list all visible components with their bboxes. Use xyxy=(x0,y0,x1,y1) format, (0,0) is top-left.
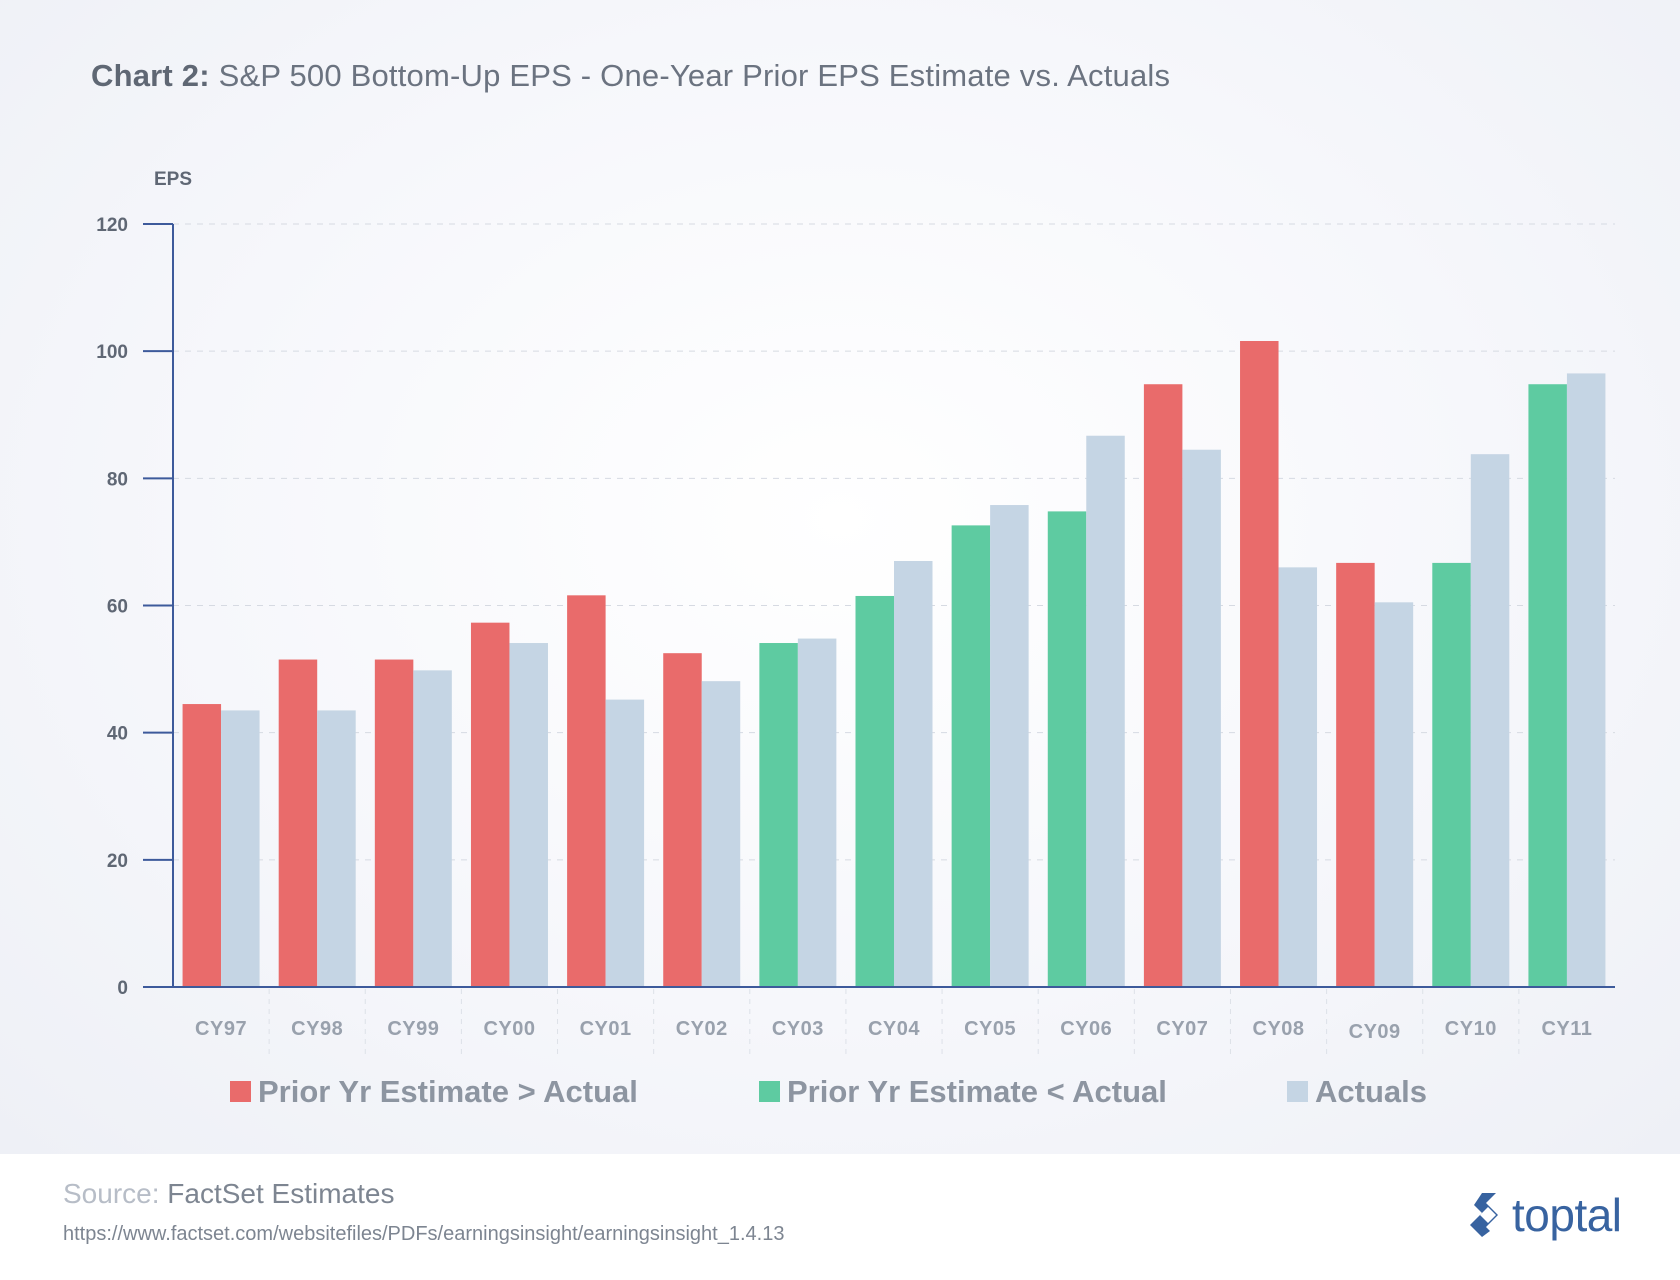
bar-actual-cy11 xyxy=(1566,373,1606,987)
x-tick-label: CY10 xyxy=(1445,1018,1497,1040)
bar-actual-cy03 xyxy=(797,638,837,987)
x-tick-label: CY97 xyxy=(195,1018,247,1040)
x-tick-label: CY01 xyxy=(580,1018,632,1040)
bar-estimate-cy06 xyxy=(1047,511,1087,987)
bar-actual-cy01 xyxy=(605,699,645,987)
source-url: https://www.factset.com/websitefiles/PDF… xyxy=(63,1223,785,1245)
bar-estimate-cy01 xyxy=(567,595,606,987)
legend-label: Prior Yr Estimate > Actual xyxy=(258,1074,638,1109)
source-note: Source: FactSet Estimates xyxy=(63,1178,394,1210)
bar-estimate-cy98 xyxy=(278,659,318,987)
bar-estimate-cy07 xyxy=(1143,384,1183,988)
bar-estimate-cy00 xyxy=(470,622,510,987)
bar-estimate-cy10 xyxy=(1432,562,1471,987)
bar-actual-cy02 xyxy=(701,681,741,987)
bar-actual-cy06 xyxy=(1086,435,1125,987)
y-tick-label: 80 xyxy=(107,469,128,490)
legend-swatch xyxy=(759,1081,780,1102)
bar-estimate-cy97 xyxy=(182,704,222,987)
y-tick-label: 40 xyxy=(107,724,128,745)
x-tick-label: CY02 xyxy=(676,1018,728,1040)
bar-actual-cy97 xyxy=(221,710,260,987)
x-tick-label: CY08 xyxy=(1253,1018,1305,1040)
x-tick-label: CY05 xyxy=(964,1018,1016,1040)
x-tick-label: CY04 xyxy=(868,1018,920,1040)
bar-actual-cy98 xyxy=(317,710,356,987)
axes: EPS 0 20 40 60 80 100 120 xyxy=(96,169,1615,999)
bar-actual-cy09 xyxy=(1374,602,1414,987)
bar-actual-cy07 xyxy=(1182,449,1221,987)
legend-label: Prior Yr Estimate < Actual xyxy=(787,1074,1167,1109)
bar-estimate-cy03 xyxy=(759,643,798,987)
legend-label: Actuals xyxy=(1315,1074,1427,1109)
toptal-logo: toptal xyxy=(1468,1189,1622,1241)
bar-actual-cy05 xyxy=(990,505,1029,987)
y-tick-label: 120 xyxy=(96,215,128,236)
chart-title: Chart 2: S&P 500 Bottom-Up EPS - One-Yea… xyxy=(91,58,1170,94)
x-tick-label: CY98 xyxy=(291,1018,343,1040)
bar-actual-cy04 xyxy=(894,560,933,987)
x-tick-label: CY03 xyxy=(772,1018,824,1040)
y-tick-label: 60 xyxy=(107,597,128,618)
bar-actual-cy08 xyxy=(1278,567,1318,987)
bar-estimate-cy08 xyxy=(1240,340,1279,987)
y-tick-label: 100 xyxy=(96,342,128,363)
y-axis-label: EPS xyxy=(154,169,192,190)
bar-estimate-cy09 xyxy=(1336,562,1375,987)
bar-actual-cy99 xyxy=(413,670,452,987)
logo-text: toptal xyxy=(1512,1189,1622,1241)
legend-swatch xyxy=(1287,1081,1308,1102)
source-text: FactSet Estimates xyxy=(167,1178,395,1209)
y-tick-label: 0 xyxy=(117,978,128,999)
bar-actual-cy00 xyxy=(509,643,548,987)
legend: Prior Yr Estimate > Actual Prior Yr Estim… xyxy=(230,1074,1427,1109)
x-tick-label: CY09 xyxy=(1349,1021,1401,1043)
chart-panel: Chart 2: S&P 500 Bottom-Up EPS - One-Yea… xyxy=(0,0,1680,1154)
toptal-diamond-icon xyxy=(1470,1193,1498,1237)
chart-title-prefix: Chart 2: xyxy=(91,58,210,93)
legend-swatch xyxy=(230,1081,251,1102)
x-tick-label: CY06 xyxy=(1060,1018,1112,1040)
bar-estimate-cy05 xyxy=(951,525,991,987)
bar-actual-cy10 xyxy=(1470,454,1510,988)
x-tick-label: CY07 xyxy=(1156,1018,1208,1040)
bar-estimate-cy04 xyxy=(855,595,894,987)
bar-estimate-cy11 xyxy=(1528,384,1567,988)
x-tick-label: CY00 xyxy=(483,1018,535,1040)
bars xyxy=(182,340,1606,988)
y-tick-label: 20 xyxy=(107,851,128,872)
bar-estimate-cy99 xyxy=(374,659,414,987)
x-tick-label: CY99 xyxy=(387,1018,439,1040)
source-prefix: Source: xyxy=(63,1178,160,1209)
x-tick-label: CY11 xyxy=(1541,1018,1592,1040)
chart-title-text: S&P 500 Bottom-Up EPS - One-Year Prior E… xyxy=(218,58,1171,93)
bar-estimate-cy02 xyxy=(663,653,702,987)
category-labels: CY97 CY98 CY99 CY00 CY01 CY02 CY03 CY04 CY05 CY06… xyxy=(195,989,1592,1055)
